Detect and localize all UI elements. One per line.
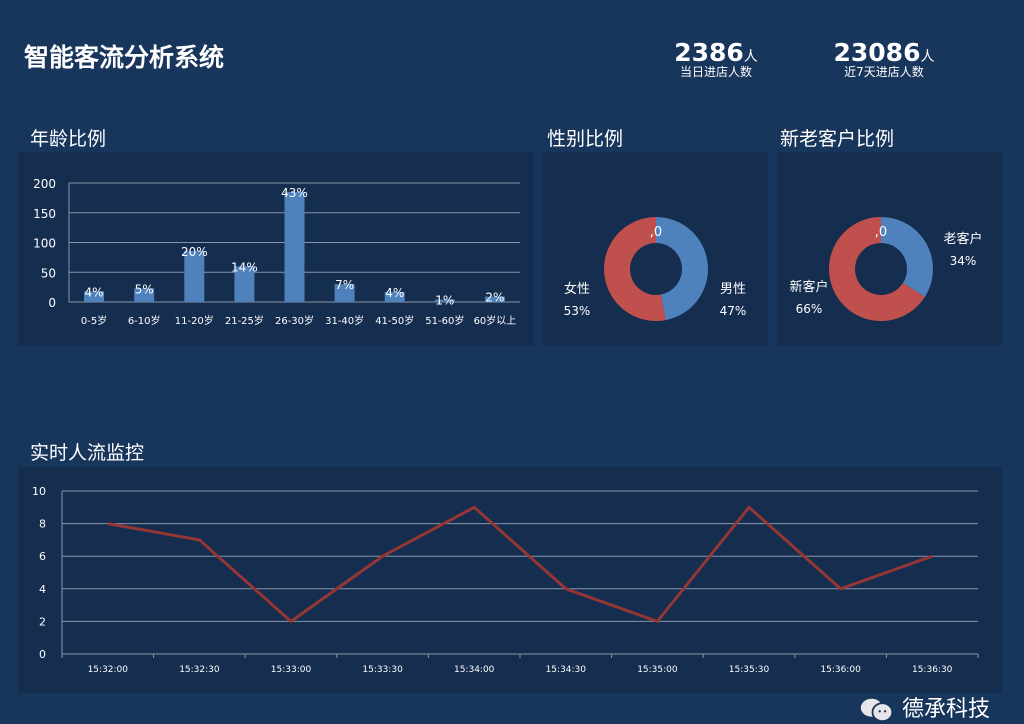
zero-label: ,0 xyxy=(650,225,662,240)
bar-data-label: 20% xyxy=(181,245,208,259)
bar xyxy=(84,291,105,302)
y-tick-label: 8 xyxy=(39,518,46,531)
x-tick-label: 15:34:30 xyxy=(546,665,587,675)
y-tick-label: 10 xyxy=(32,485,46,498)
slice-percent: 34% xyxy=(950,254,977,268)
age-bar-chart: 0 50 100 150 200 4% 0-5岁 5% 6-10岁 20% 11-20岁 14% 21-… xyxy=(33,177,520,327)
bar xyxy=(484,296,505,302)
age-section-title: 年龄比例 xyxy=(30,128,107,150)
y-tick-label: 150 xyxy=(33,207,56,221)
zero-label: ,0 xyxy=(875,225,887,240)
x-tick-label: 15:32:00 xyxy=(88,665,129,675)
bar xyxy=(184,250,205,302)
x-tick-label: 15:36:00 xyxy=(820,665,861,675)
y-tick-label: 100 xyxy=(33,237,56,251)
customer-donut-chart: 老客户 34% 新客户 66% ,0 xyxy=(789,217,983,321)
x-tick-label: 51-60岁 xyxy=(425,314,464,327)
x-tick-label: 15:33:30 xyxy=(362,665,403,675)
donut-slice xyxy=(881,217,933,297)
x-tick-label: 60岁以上 xyxy=(474,314,517,327)
realtime-line-chart: 0 2 4 6 8 10 15:32:00 15:32:30 15:33:00 15:33:30 1… xyxy=(32,485,979,675)
x-tick-label: 15:34:00 xyxy=(454,665,495,675)
x-tick-label: 31-40岁 xyxy=(325,314,364,327)
bar-data-label: 7% xyxy=(335,278,354,292)
x-tick-label: 15:32:30 xyxy=(179,665,220,675)
realtime-section-title: 实时人流监控 xyxy=(30,442,145,464)
stat-week-label: 近7天进店人数 xyxy=(844,65,924,79)
x-tick-label: 21-25岁 xyxy=(225,314,264,327)
stat-today-label: 当日进店人数 xyxy=(679,65,752,79)
slice-percent: 47% xyxy=(720,304,747,318)
stat-week: 23086人 近7天进店人数 xyxy=(826,38,942,80)
x-tick-label: 15:36:30 xyxy=(912,665,953,675)
bar xyxy=(334,284,355,302)
x-tick-label: 41-50岁 xyxy=(375,314,414,327)
customer-chart-panel: 老客户 34% 新客户 66% ,0 xyxy=(777,152,1002,346)
slice-label: 老客户 xyxy=(943,231,982,247)
stat-today-unit: 人 xyxy=(743,49,758,65)
slice-label: 女性 xyxy=(564,281,590,297)
y-tick-label: 50 xyxy=(41,266,56,280)
x-tick-label: 11-20岁 xyxy=(175,314,214,327)
watermark-text: 德承科技 xyxy=(901,697,990,722)
x-tick-label: 26-30岁 xyxy=(275,314,314,327)
slice-percent: 53% xyxy=(564,304,591,318)
bar-data-label: 2% xyxy=(485,291,504,305)
stat-today-value: 2386 xyxy=(674,38,744,67)
customer-section-title: 新老客户比例 xyxy=(780,128,895,150)
x-tick-label: 15:33:00 xyxy=(271,665,312,675)
slice-label: 新客户 xyxy=(789,279,828,295)
bar-data-label: 14% xyxy=(231,260,258,274)
stat-week-unit: 人 xyxy=(920,49,935,65)
gender-section-title: 性别比例 xyxy=(547,128,624,150)
line-series xyxy=(107,505,933,624)
bar-data-label: 1% xyxy=(435,294,454,308)
donut-slice xyxy=(829,217,925,321)
y-tick-label: 200 xyxy=(33,177,56,191)
y-tick-label: 0 xyxy=(48,296,56,310)
bar xyxy=(134,288,155,302)
realtime-chart-panel: 0 2 4 6 8 10 15:32:00 15:32:30 15:33:00 15:33:30 1… xyxy=(18,467,1002,693)
y-tick-label: 6 xyxy=(39,550,46,563)
donut-slice xyxy=(656,217,709,321)
watermark: 德承科技 xyxy=(858,695,990,724)
wechat-icon xyxy=(860,698,894,723)
bar xyxy=(434,299,455,302)
gender-chart-panel: 男性 47% 女性 53% ,0 xyxy=(543,152,768,346)
y-tick-label: 0 xyxy=(39,648,46,661)
stat-week-value: 23086 xyxy=(833,38,921,67)
slice-percent: 66% xyxy=(796,302,823,316)
page-title: 智能客流分析系统 xyxy=(24,43,225,72)
bar-data-label: 43% xyxy=(281,186,308,200)
bar xyxy=(234,266,255,302)
donut-slice xyxy=(604,217,666,321)
age-chart-panel: 0 50 100 150 200 4% 0-5岁 5% 6-10岁 20% 11-20岁 14% 21-… xyxy=(18,152,534,346)
bar-data-label: 4% xyxy=(85,285,104,299)
y-tick-label: 4 xyxy=(39,583,46,596)
bar xyxy=(384,291,405,302)
x-tick-label: 0-5岁 xyxy=(81,314,107,327)
slice-label: 男性 xyxy=(720,282,746,297)
x-tick-label: 15:35:00 xyxy=(637,665,678,675)
bar-data-label: 5% xyxy=(135,282,154,296)
x-tick-label: 15:35:30 xyxy=(729,665,770,675)
x-tick-label: 6-10岁 xyxy=(128,314,161,327)
y-tick-label: 2 xyxy=(39,615,46,628)
bar-data-label: 4% xyxy=(385,286,404,300)
gender-donut-chart: 男性 47% 女性 53% ,0 xyxy=(564,217,747,321)
bar xyxy=(284,191,305,302)
stat-today: 2386人 当日进店人数 xyxy=(664,38,768,80)
